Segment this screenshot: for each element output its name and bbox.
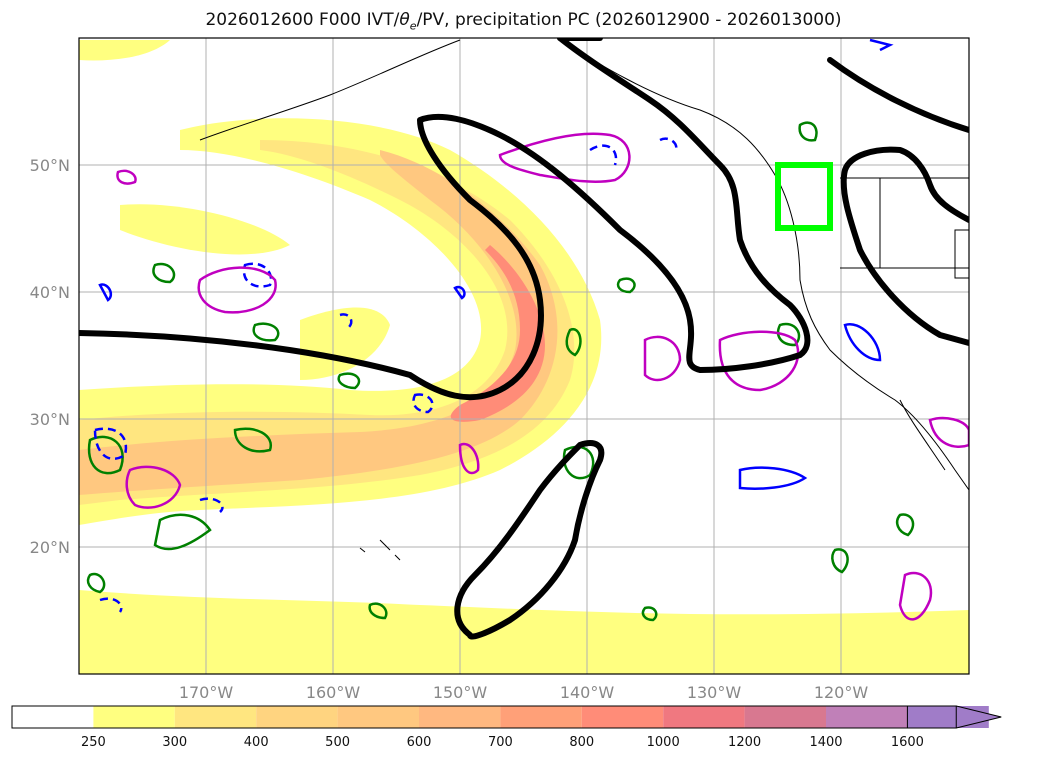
lon-label-140w: 140°W bbox=[560, 683, 615, 702]
ivt-band-250d bbox=[300, 307, 390, 380]
ivt-band-250e bbox=[79, 40, 170, 61]
colorbar-segment bbox=[256, 706, 338, 728]
colorbar-tick-label: 400 bbox=[244, 735, 269, 750]
ivt-band-300 bbox=[79, 140, 575, 505]
title-theta: θ bbox=[399, 10, 410, 30]
pv-contours bbox=[79, 38, 969, 640]
lat-label-30: 30°N bbox=[30, 410, 70, 429]
blue-dashed-contours bbox=[93, 137, 678, 613]
colorbar-segment bbox=[337, 706, 419, 728]
region-box bbox=[775, 162, 833, 231]
gridlines bbox=[79, 38, 969, 674]
colorbar-tick-label: 600 bbox=[407, 735, 432, 750]
colorbar-tick-label: 300 bbox=[162, 735, 187, 750]
lat-label-40: 40°N bbox=[30, 283, 70, 302]
colorbar-outline bbox=[11, 705, 957, 729]
chart-title: 2026012600 F000 IVT/θe/PV, precipitation… bbox=[0, 10, 1047, 32]
map-area bbox=[79, 38, 969, 674]
lon-label-120w: 120°W bbox=[814, 683, 869, 702]
colorbar-tick-label: 1600 bbox=[891, 735, 924, 750]
colorbar: 250 300 400 500 600 700 800 1000 1200 1400 1600 bbox=[11, 705, 1002, 750]
colorbar-tick-label: 800 bbox=[569, 735, 594, 750]
colorbar-segment bbox=[174, 706, 257, 728]
map-frame bbox=[78, 37, 970, 675]
colorbar-segment bbox=[581, 706, 664, 728]
ivt-band-500 bbox=[79, 150, 558, 495]
lat-label-50: 50°N bbox=[30, 156, 70, 175]
colorbar-segment bbox=[826, 706, 908, 728]
title-main: 2026012600 F000 IVT/ bbox=[205, 10, 400, 30]
lon-label-170w: 170°W bbox=[179, 683, 234, 702]
blue-solid-contours bbox=[98, 38, 894, 490]
lon-label-150w: 150°W bbox=[433, 683, 488, 702]
colorbar-tick-label: 1200 bbox=[728, 735, 761, 750]
lon-label-160w: 160°W bbox=[306, 683, 361, 702]
ivt-band-250c bbox=[120, 204, 290, 255]
coastlines bbox=[199, 39, 969, 561]
colorbar-segment bbox=[744, 706, 826, 728]
title-subscript: e bbox=[409, 19, 417, 33]
colorbar-segment bbox=[419, 706, 501, 728]
colorbar-tick-label: 250 bbox=[81, 735, 106, 750]
colorbar-segment bbox=[663, 706, 745, 728]
colorbar-tick-label: 500 bbox=[325, 735, 350, 750]
colorbar-segment-under bbox=[12, 706, 94, 728]
magenta-contours bbox=[116, 132, 969, 621]
title-rest: /PV, precipitation PC (2026012900 - 2026… bbox=[416, 10, 842, 30]
ivt-field bbox=[79, 40, 969, 674]
ivt-band-250b bbox=[79, 590, 969, 674]
green-contours bbox=[86, 121, 915, 622]
lat-label-20: 20°N bbox=[30, 538, 70, 557]
colorbar-tick-label: 1000 bbox=[647, 735, 680, 750]
colorbar-tick-label: 700 bbox=[488, 735, 513, 750]
colorbar-segment bbox=[93, 706, 175, 728]
colorbar-segment bbox=[500, 706, 582, 728]
lon-label-130w: 130°W bbox=[687, 683, 742, 702]
colorbar-tick-label: 1400 bbox=[809, 735, 842, 750]
